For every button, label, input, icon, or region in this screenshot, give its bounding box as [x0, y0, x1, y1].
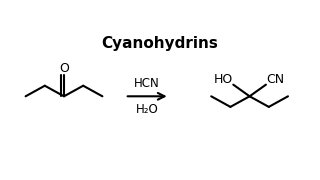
Text: HO: HO — [213, 73, 233, 86]
Text: O: O — [59, 62, 69, 75]
Text: Cyanohydrins: Cyanohydrins — [101, 36, 219, 51]
Text: H₂O: H₂O — [136, 103, 159, 116]
Text: HCN: HCN — [134, 77, 160, 90]
Text: CN: CN — [266, 73, 284, 86]
